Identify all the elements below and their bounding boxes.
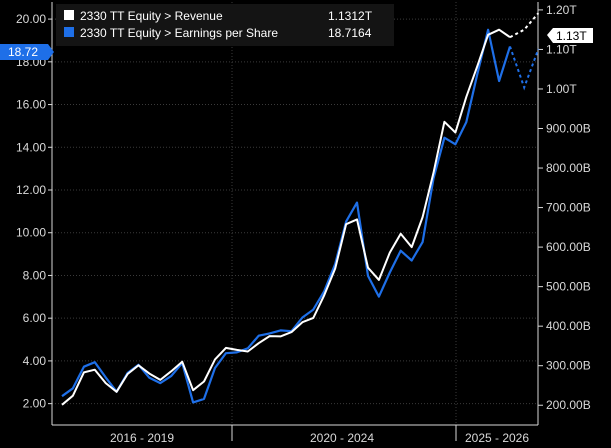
left-tick-label: 10.00	[16, 226, 46, 240]
left-tick-label: 2.00	[23, 397, 47, 411]
x-axis: 2016 - 2019 2020 - 2024 2025 - 2026	[52, 424, 538, 445]
x-tick-label: 2025 - 2026	[465, 431, 529, 445]
legend-swatch-eps	[64, 27, 74, 37]
right-axis: 200.00B 300.00B 400.00B 500.00B 600.00B 700.0…	[537, 2, 591, 425]
left-tick-label: 16.00	[16, 98, 46, 112]
series-line-revenue	[61, 28, 511, 406]
right-tick-label: 500.00B	[546, 280, 591, 294]
right-tick-label: 1.20T	[546, 3, 577, 17]
right-tick-label: 900.00B	[546, 122, 591, 136]
legend-swatch-revenue	[64, 10, 74, 20]
legend-background	[56, 4, 394, 46]
right-tick-label: 400.00B	[546, 319, 591, 333]
forecast-line-revenue	[509, 12, 540, 39]
left-value-badge: 18.72	[0, 44, 54, 60]
legend-value-revenue: 1.1312T	[328, 9, 373, 23]
left-tick-label: 6.00	[23, 311, 47, 325]
grid	[52, 2, 538, 425]
left-axis: 2.004.006.008.0010.0012.0014.0016.0018.0…	[16, 2, 53, 425]
right-badge-shape	[547, 28, 593, 43]
legend: 2330 TT Equity > Revenue 1.1312T 2330 TT…	[56, 4, 394, 46]
legend-label-eps: 2330 TT Equity > Earnings per Share	[80, 26, 278, 40]
right-value-badge: 1.13T	[547, 28, 593, 43]
legend-item-revenue[interactable]: 2330 TT Equity > Revenue 1.1312T	[64, 9, 373, 23]
legend-item-eps[interactable]: 2330 TT Equity > Earnings per Share 18.7…	[64, 26, 372, 40]
left-tick-label: 4.00	[23, 354, 47, 368]
left-badge-text: 18.72	[8, 45, 38, 59]
x-tick-label: 2016 - 2019	[110, 431, 174, 445]
legend-value-eps: 18.7164	[328, 26, 372, 40]
left-tick-label: 20.00	[16, 12, 46, 26]
right-tick-label: 600.00B	[546, 240, 591, 254]
legend-label-revenue: 2330 TT Equity > Revenue	[80, 9, 223, 23]
right-tick-label: 1.00T	[546, 82, 577, 96]
left-tick-label: 8.00	[23, 268, 47, 282]
right-badge-text: 1.13T	[556, 29, 587, 43]
left-badge-shape	[0, 44, 54, 60]
right-tick-label: 1.10T	[546, 42, 577, 56]
left-tick-label: 14.00	[16, 140, 46, 154]
left-tick-label: 12.00	[16, 183, 46, 197]
right-tick-label: 300.00B	[546, 359, 591, 373]
series-layer	[61, 12, 540, 406]
forecast-line-eps	[509, 46, 540, 91]
right-tick-label: 700.00B	[546, 201, 591, 215]
right-tick-label: 800.00B	[546, 161, 591, 175]
x-tick-label: 2020 - 2024	[310, 431, 374, 445]
right-tick-label: 200.00B	[546, 398, 591, 412]
